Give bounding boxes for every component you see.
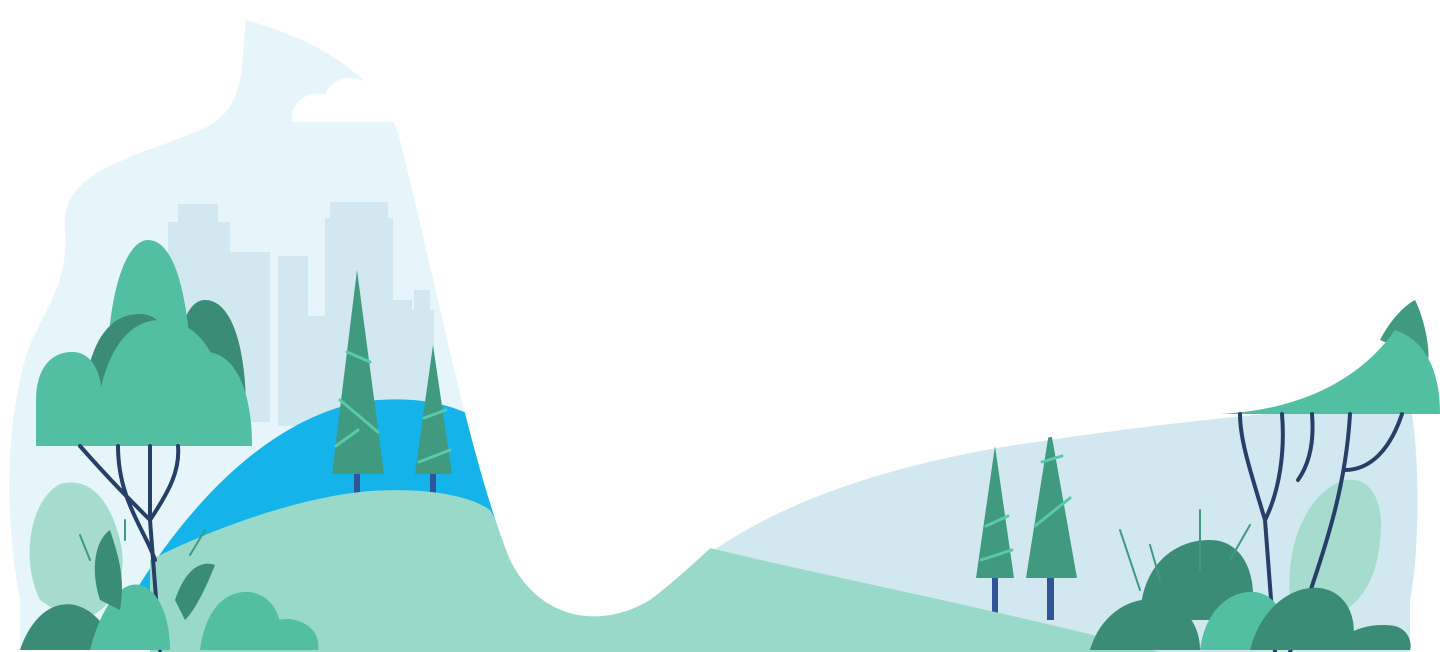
round-tree-icon (36, 240, 252, 652)
pine-tree-icon (332, 270, 384, 500)
slender-tree-icon (1220, 300, 1440, 652)
right-meadow (540, 548, 1160, 652)
pine-tree-icon (976, 446, 1014, 620)
center-white-wave (246, 0, 1440, 617)
fern-bush-icon (1090, 509, 1411, 650)
pine-tree-icon (1026, 426, 1077, 620)
pine-tree-icon (415, 345, 452, 498)
fern-bush-icon (20, 519, 319, 650)
cloud-icon (291, 77, 394, 122)
